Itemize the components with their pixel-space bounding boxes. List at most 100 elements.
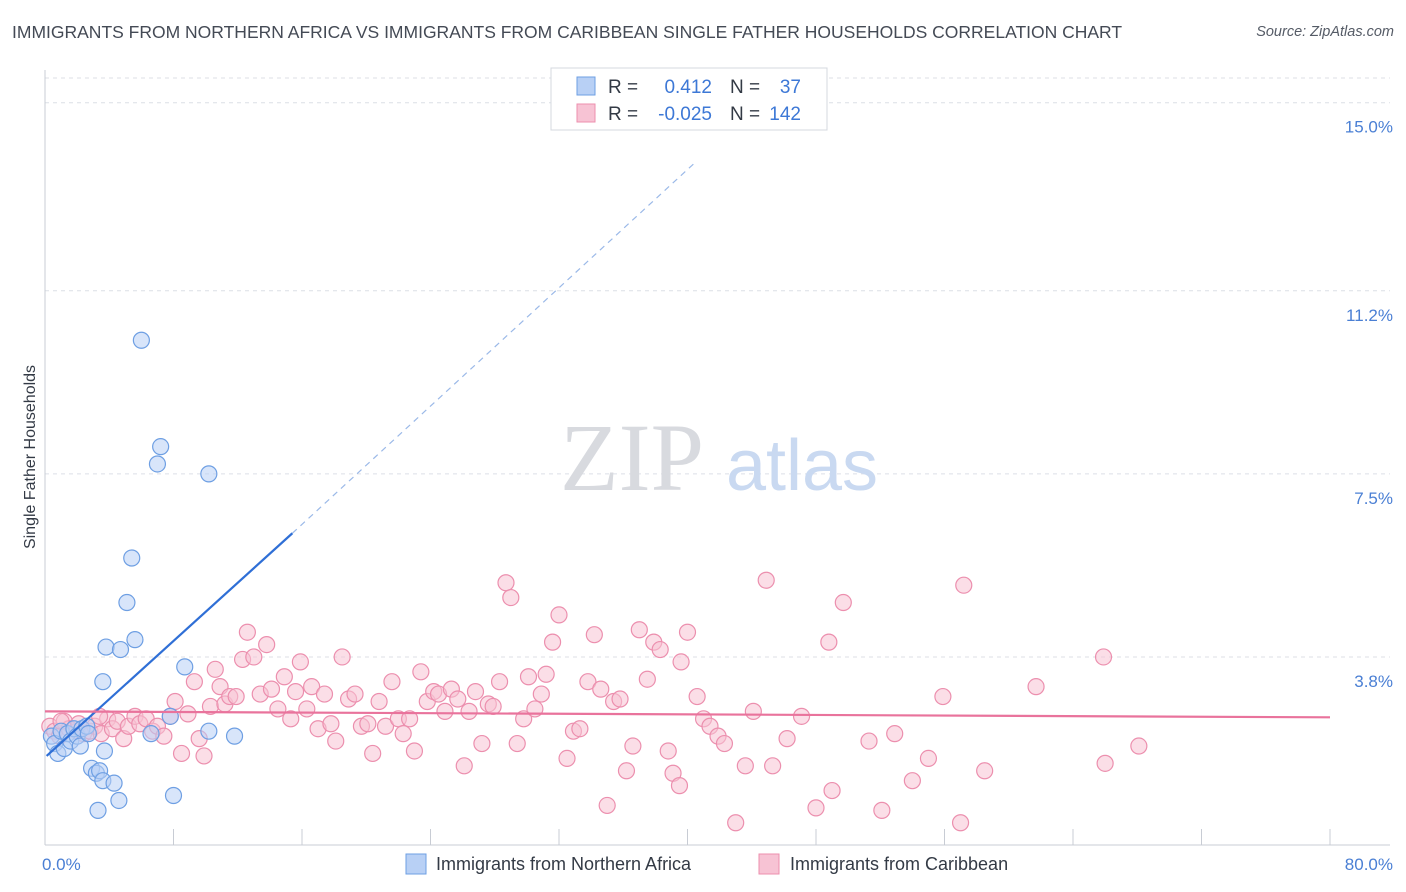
caribbean-point <box>727 814 745 832</box>
caribbean-trend-line <box>44 710 1331 719</box>
caribbean-point <box>1130 737 1148 755</box>
caribbean-point <box>934 687 952 706</box>
stats-legend-swatch-pink <box>576 103 596 123</box>
northern-africa-point <box>132 331 150 349</box>
caribbean-point <box>571 720 589 738</box>
caribbean-point <box>394 725 412 743</box>
caribbean-point <box>672 653 690 671</box>
caribbean-point <box>823 781 841 800</box>
northern-africa-trend-line <box>45 532 294 757</box>
northern-africa-point <box>95 742 114 760</box>
northern-africa-point <box>89 801 107 819</box>
northern-africa-point <box>142 725 160 743</box>
northern-africa-point <box>148 455 167 473</box>
caribbean-point <box>436 702 454 720</box>
caribbean-point <box>532 685 550 703</box>
caribbean-point <box>1027 678 1045 696</box>
caribbean-point <box>166 692 184 711</box>
caribbean-point <box>359 715 377 733</box>
caribbean-point <box>245 648 263 666</box>
y-tick-label: 11.2% <box>1346 306 1393 325</box>
caribbean-point <box>778 730 796 748</box>
x-tick-label-max: 80.0% <box>1345 855 1393 874</box>
caribbean-point <box>303 678 321 696</box>
northern-africa-point <box>126 631 144 649</box>
caribbean-point <box>401 710 419 728</box>
caribbean-point <box>508 734 526 753</box>
caribbean-point <box>820 633 838 651</box>
caribbean-point <box>592 680 610 698</box>
caribbean-point <box>262 680 281 698</box>
caribbean-point <box>405 742 424 760</box>
caribbean-point <box>185 673 203 691</box>
caribbean-point <box>630 621 648 639</box>
caribbean-point <box>585 626 603 644</box>
y-tick-label: 3.8% <box>1354 672 1393 691</box>
caribbean-point <box>473 734 491 753</box>
caribbean-point <box>976 762 994 780</box>
caribbean-point <box>579 673 597 691</box>
caribbean-point <box>638 670 656 688</box>
caribbean-point <box>206 660 224 678</box>
northern-africa-point <box>118 593 136 612</box>
caribbean-point <box>449 690 467 708</box>
caribbean-point <box>792 707 811 725</box>
series-legend-label-caribbean: Immigrants from Caribbean <box>790 854 1008 874</box>
northern-africa-point <box>123 549 141 567</box>
caribbean-point <box>757 571 775 589</box>
caribbean-point <box>744 702 762 720</box>
caribbean-point <box>919 749 938 768</box>
caribbean-point <box>258 635 276 654</box>
caribbean-point <box>502 588 520 607</box>
northern-africa-point <box>152 438 170 456</box>
caribbean-point <box>412 663 430 681</box>
stats-r-value-blue: 0.412 <box>664 77 712 98</box>
watermark-atlas: atlas <box>726 426 878 506</box>
stats-n-label-pink: N = <box>730 104 760 125</box>
grid-lines <box>45 77 1390 658</box>
caribbean-point <box>611 690 629 708</box>
y-axis-label: Single Father Households <box>22 365 39 549</box>
caribbean-point <box>624 737 642 755</box>
x-ticks <box>44 829 1331 845</box>
series-legend-swatch-northern-africa <box>405 853 427 875</box>
caribbean-point <box>286 682 305 701</box>
caribbean-point <box>466 682 485 701</box>
caribbean-point <box>558 749 576 768</box>
northern-africa-point <box>111 640 130 659</box>
watermark-zip: ZIP <box>560 404 704 511</box>
caribbean-point <box>490 673 509 691</box>
stats-n-value-pink: 142 <box>769 104 801 125</box>
northern-africa-point <box>97 638 115 656</box>
caribbean-point <box>291 653 309 671</box>
x-tick-label-min: 0.0% <box>42 855 81 874</box>
northern-africa-point <box>105 774 123 792</box>
stats-n-label-blue: N = <box>730 77 760 98</box>
caribbean-point <box>834 593 852 612</box>
stats-legend-swatch-blue <box>576 76 596 96</box>
caribbean-point <box>951 814 970 832</box>
caribbean-point <box>688 687 706 706</box>
northern-africa-point <box>79 725 97 743</box>
y-tick-label: 7.5% <box>1354 489 1393 508</box>
stats-legend: R = 0.412 N = 37 R = -0.025 N = 142 <box>550 67 828 131</box>
caribbean-point <box>370 692 388 711</box>
caribbean-point <box>376 717 395 735</box>
caribbean-point <box>497 574 515 592</box>
caribbean-point <box>617 762 636 780</box>
northern-africa-point <box>200 722 218 740</box>
caribbean-point <box>238 623 256 641</box>
northern-africa-point <box>200 465 218 483</box>
northern-africa-point <box>225 727 244 745</box>
caribbean-point <box>298 700 316 718</box>
northern-africa-points <box>42 331 244 819</box>
caribbean-point <box>659 742 677 760</box>
stats-legend-frame <box>550 67 828 131</box>
caribbean-point <box>364 744 382 763</box>
trend-lines <box>44 161 1331 757</box>
caribbean-point <box>195 747 213 765</box>
caribbean-point <box>550 606 568 624</box>
axes <box>44 70 1390 846</box>
stats-r-value-pink: -0.025 <box>658 104 712 125</box>
